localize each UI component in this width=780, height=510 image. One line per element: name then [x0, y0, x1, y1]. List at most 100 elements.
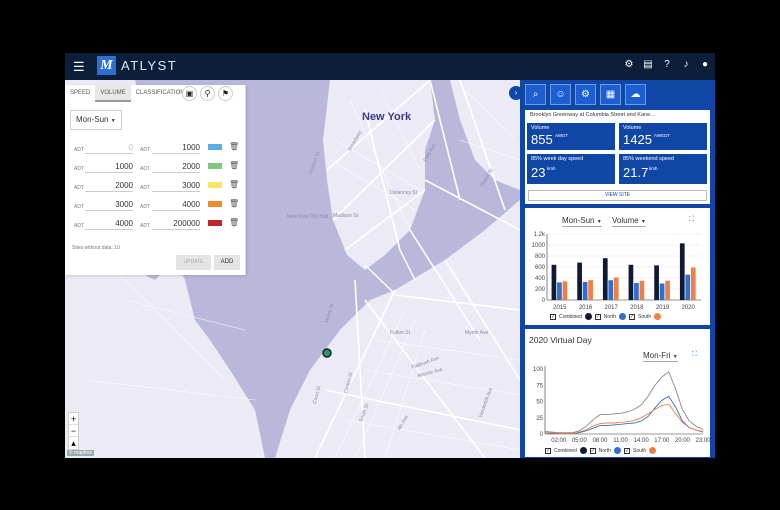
logo[interactable]: M	[97, 56, 116, 75]
adt-to-input[interactable]: 1000	[152, 143, 200, 154]
adt-row: ADT 2000 ADT 3000 🗑	[72, 180, 247, 197]
adt-to-input[interactable]: 200000	[152, 219, 200, 230]
stat-unit: AWDT	[555, 133, 569, 138]
street-label: Delancey St	[390, 190, 417, 196]
legend-dot	[654, 313, 662, 320]
route-icon[interactable]: ⚲	[200, 86, 215, 101]
adt-to-input[interactable]: 3000	[152, 181, 200, 192]
virtual-day-title: 2020 Virtual Day	[529, 335, 592, 345]
tab-volume[interactable]: VOLUME	[95, 85, 131, 102]
search-icon[interactable]: ⌕	[525, 84, 546, 105]
vd-day-select[interactable]: Mon-Fri ▼	[643, 351, 678, 362]
compass-button[interactable]: ▴	[71, 438, 76, 448]
adt-from-input[interactable]: 3000	[85, 200, 133, 211]
weekend-speed-tile: 85% weekend speed 21.7 kmh	[619, 154, 707, 184]
trash-icon[interactable]: 🗑	[229, 199, 240, 208]
user-icon[interactable]: ●	[701, 59, 709, 70]
bell-icon[interactable]: ♪	[683, 59, 689, 70]
chat-icon[interactable]: ▤	[643, 59, 653, 70]
bar-north	[608, 280, 614, 300]
trash-icon[interactable]: 🗑	[229, 218, 240, 227]
color-swatch[interactable]	[208, 163, 222, 169]
y-tick-label: 0	[542, 298, 546, 304]
adt-label: ADT	[74, 147, 84, 153]
collapse-sidebar-button[interactable]: ›	[509, 86, 523, 100]
zoom-in-button[interactable]: +	[69, 414, 78, 425]
cloud-upload-icon[interactable]: ☁	[625, 84, 646, 105]
stat-title: 85% week day speed	[531, 156, 584, 162]
adt-label: ADT	[74, 166, 84, 172]
checkbox[interactable]: ✓	[545, 447, 551, 454]
bike-icon[interactable]: ⚙	[575, 84, 596, 105]
checkbox[interactable]: ✓	[550, 313, 556, 320]
tab-classification[interactable]: CLASSIFICATION	[135, 90, 185, 96]
bar-day-select[interactable]: Mon-Sun ▼	[562, 216, 602, 227]
street-label: Madison St	[333, 213, 359, 219]
image-icon[interactable]: ▣	[182, 86, 197, 101]
adt-from-input[interactable]: 1000	[85, 162, 133, 173]
trash-icon[interactable]: 🗑	[229, 142, 240, 151]
adt-from-input[interactable]: 4000	[85, 219, 133, 230]
color-swatch[interactable]	[208, 144, 222, 150]
x-tick-label: 2015	[553, 305, 567, 311]
adt-from-input[interactable]: 2000	[85, 181, 133, 192]
adt-label: ADT	[140, 204, 150, 210]
adt-to-input[interactable]: 2000	[152, 162, 200, 173]
trash-icon[interactable]: 🗑	[229, 180, 240, 189]
street-label: New York City Hall	[287, 214, 329, 220]
yearly-volume-card: Mon-Sun ▼ Volume ▼ ⛶ 0 200 400 600 800 1000 1.…	[525, 208, 710, 325]
help-icon[interactable]: ?	[664, 59, 670, 70]
metric-select[interactable]: Volume ▼	[612, 216, 646, 227]
x-tick-label: 2017	[604, 305, 618, 311]
y-tick-label: 75	[536, 383, 543, 389]
checkbox[interactable]: ✓	[624, 447, 631, 454]
y-tick-label: 100	[533, 367, 544, 373]
add-button[interactable]: ADD	[214, 255, 240, 270]
site-sidebar: ⌕ ☺ ⚙ ▦ ☁ Brooklyn Greenway at Columbia …	[520, 80, 715, 458]
expand-icon[interactable]: ⛶	[692, 351, 697, 358]
street-label: Fulton St	[390, 330, 411, 336]
y-tick-label: 1.2k	[534, 232, 546, 238]
bar-combined	[577, 262, 582, 300]
weekday-speed-tile: 85% week day speed 23 kmh	[527, 154, 615, 184]
stat-value: 1425	[623, 132, 652, 147]
map-attribution[interactable]: © mapbox	[67, 450, 94, 456]
gear-icon[interactable]: ⚙	[624, 59, 634, 70]
color-swatch[interactable]	[208, 201, 222, 207]
pin-icon[interactable]: ⚑	[218, 86, 233, 101]
adt-from-input[interactable]: 0	[85, 143, 133, 154]
day-select[interactable]: Mon-Sun ▼	[70, 110, 122, 130]
trash-icon[interactable]: 🗑	[229, 161, 240, 170]
bar-north	[634, 282, 639, 300]
tab-speed[interactable]: SPEED	[70, 90, 91, 96]
site-name: Brooklyn Greenway at Columbia Street and…	[530, 112, 655, 118]
y-tick-label: 0	[540, 432, 544, 438]
adt-label: ADT	[74, 185, 84, 191]
menu-icon[interactable]: ☰	[73, 59, 85, 74]
view-site-button[interactable]: VIEW SITE	[528, 190, 707, 201]
y-tick-label: 25	[536, 416, 543, 422]
stat-unit: kmh	[547, 166, 556, 171]
bar-south	[613, 277, 619, 300]
legend-dot	[649, 447, 657, 454]
calendar-icon[interactable]: ▦	[600, 84, 621, 105]
zoom-control: + − ▴	[68, 412, 79, 450]
adt-row: ADT 4000 ADT 200000 🗑	[72, 218, 247, 235]
color-swatch[interactable]	[208, 182, 222, 188]
checkbox[interactable]: ✓	[589, 447, 596, 454]
update-button[interactable]: UPDATE	[176, 255, 211, 270]
adt-label: ADT	[140, 166, 150, 172]
zoom-out-button[interactable]: −	[69, 426, 78, 437]
stat-title: Volume	[623, 125, 642, 131]
expand-icon[interactable]: ⛶	[689, 216, 694, 223]
stat-title: 85% weekend speed	[623, 156, 675, 162]
line-south	[545, 403, 704, 434]
color-swatch[interactable]	[208, 220, 222, 226]
adt-row: ADT 1000 ADT 2000 🗑	[72, 161, 247, 178]
adt-to-input[interactable]: 4000	[152, 200, 200, 211]
users-icon[interactable]: ☺	[550, 84, 571, 105]
x-tick-label: 2016	[579, 305, 593, 311]
top-bar: ☰ M ATLYST ⚙ ▤ ? ♪ ●	[65, 53, 715, 80]
checkbox[interactable]: ✓	[629, 313, 636, 320]
checkbox[interactable]: ✓	[594, 313, 601, 320]
